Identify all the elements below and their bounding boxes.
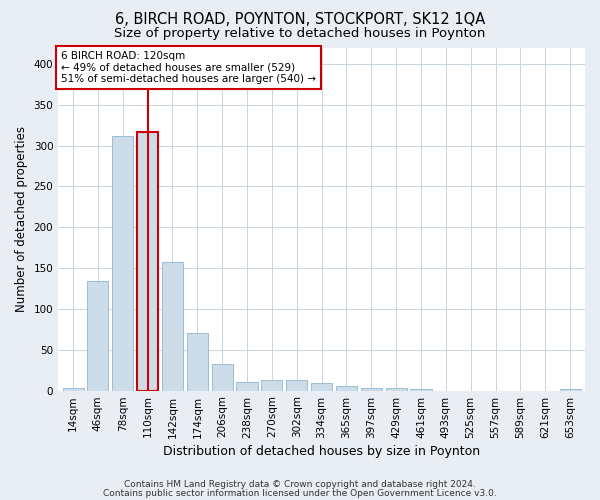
Bar [212,364,233,390]
Bar [311,383,332,390]
Text: Size of property relative to detached houses in Poynton: Size of property relative to detached ho… [115,28,485,40]
Bar [386,388,407,390]
Text: Contains HM Land Registry data © Crown copyright and database right 2024.: Contains HM Land Registry data © Crown c… [124,480,476,489]
Bar [236,382,257,390]
Bar [187,332,208,390]
Bar [112,136,133,390]
Bar [262,380,283,390]
Bar [137,132,158,390]
Bar [336,386,357,390]
Text: 6, BIRCH ROAD, POYNTON, STOCKPORT, SK12 1QA: 6, BIRCH ROAD, POYNTON, STOCKPORT, SK12 … [115,12,485,28]
Bar [62,388,83,390]
Bar [162,262,183,390]
Bar [410,389,431,390]
X-axis label: Distribution of detached houses by size in Poynton: Distribution of detached houses by size … [163,444,480,458]
Bar [286,380,307,390]
Text: Contains public sector information licensed under the Open Government Licence v3: Contains public sector information licen… [103,489,497,498]
Bar [88,281,109,390]
Y-axis label: Number of detached properties: Number of detached properties [15,126,28,312]
Bar [560,389,581,390]
Bar [361,388,382,390]
Text: 6 BIRCH ROAD: 120sqm
← 49% of detached houses are smaller (529)
51% of semi-deta: 6 BIRCH ROAD: 120sqm ← 49% of detached h… [61,51,316,84]
